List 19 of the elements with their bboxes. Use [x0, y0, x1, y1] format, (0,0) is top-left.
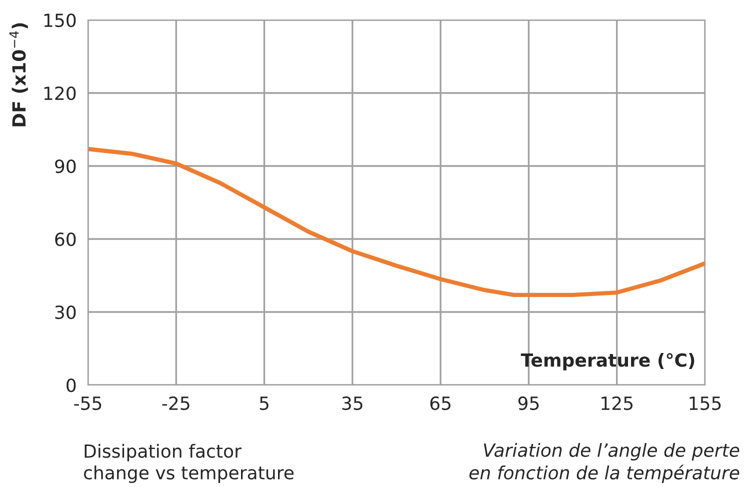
- y-tick-label: 90: [55, 159, 76, 174]
- y-axis-title: DF (x10$^{−4}$): [9, 23, 28, 126]
- x-tick-label: -25: [162, 396, 190, 410]
- x-tick-label: 5: [260, 396, 268, 410]
- y-tick-label: 120: [44, 86, 76, 100]
- y-tick-label: 150: [44, 13, 76, 28]
- text: Dissipation factor change vs temperature: [84, 444, 294, 483]
- x-tick-label: 125: [602, 396, 633, 410]
- x-tick-label: 155: [690, 396, 721, 410]
- text: Variation de l’angle de perte en fonction de la température: [469, 442, 740, 483]
- y-tick-label: 0: [66, 378, 76, 392]
- line-series: [88, 146, 705, 298]
- x-axis-title: Temperature (°C): [520, 352, 694, 370]
- x-tick-label: -55: [74, 396, 102, 410]
- x-tick-label: 65: [430, 396, 450, 410]
- y-tick-label: 60: [55, 232, 76, 246]
- x-tick-label: 95: [518, 396, 539, 410]
- x-tick-label: 35: [342, 396, 362, 410]
- y-tick-label: 30: [55, 305, 76, 320]
